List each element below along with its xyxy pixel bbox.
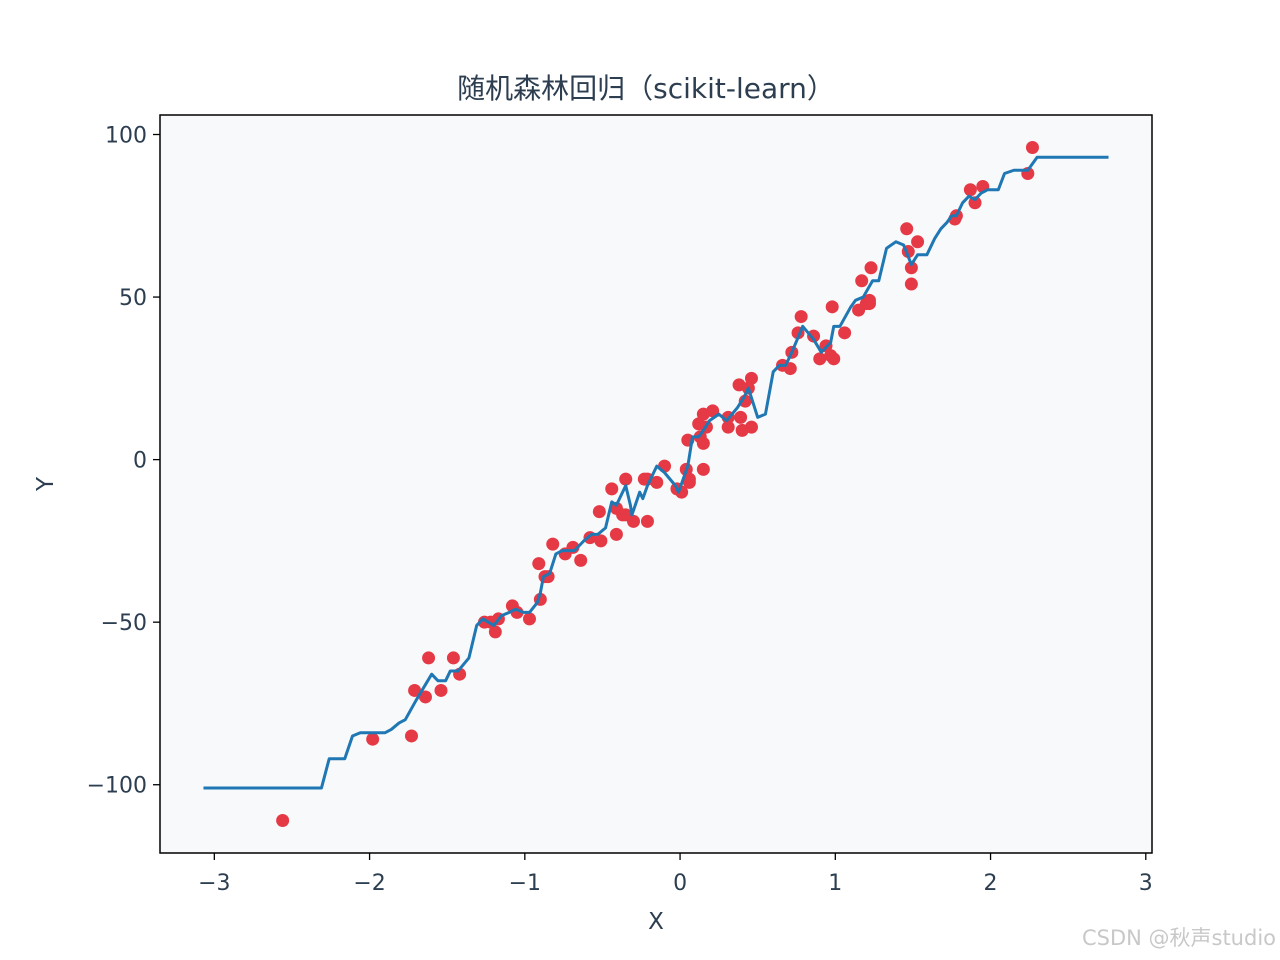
scatter-point — [744, 371, 758, 385]
scatter-point — [911, 235, 925, 249]
scatter-point — [422, 651, 436, 665]
scatter-point — [541, 570, 555, 584]
scatter-point — [594, 534, 608, 548]
scatter-point — [619, 472, 633, 486]
scatter-point — [794, 310, 808, 324]
scatter-point — [592, 505, 606, 519]
x-ticks: −3 −2 −1 0 1 2 3 — [198, 853, 1153, 896]
prediction-line — [203, 155, 1109, 790]
y-tick-label: 0 — [133, 449, 147, 474]
scatter-point — [532, 557, 546, 571]
scatter-point — [418, 690, 432, 704]
plot-frame — [159, 114, 1153, 854]
scatter-point — [366, 732, 380, 746]
scatter-point — [1025, 141, 1039, 155]
x-tick-label: −3 — [198, 871, 230, 896]
x-tick-label: 3 — [1139, 871, 1153, 896]
y-tick-label: −100 — [87, 774, 147, 799]
scatter-point — [813, 352, 827, 366]
scatter-point — [968, 196, 982, 210]
y-ticks: −100 −50 0 50 100 — [87, 124, 160, 799]
watermark: CSDN @秋声studio — [1081, 926, 1276, 950]
x-tick-label: 1 — [828, 871, 842, 896]
scatter-point — [904, 261, 918, 275]
scatter-point — [734, 410, 748, 424]
scatter-point — [609, 527, 623, 541]
scatter-point — [825, 300, 839, 314]
scatter-point — [522, 612, 536, 626]
scatter-point — [682, 472, 696, 486]
scatter-point — [838, 326, 852, 340]
scatter-point — [546, 537, 560, 551]
x-tick-label: −1 — [509, 871, 541, 896]
scatter-point — [276, 813, 290, 827]
scatter-point — [900, 222, 914, 236]
scatter-point — [488, 625, 502, 639]
scatter-point — [408, 683, 422, 697]
scatter-point — [807, 329, 821, 343]
scatter-point — [721, 420, 735, 434]
scatter-point — [574, 553, 588, 567]
scatter-point — [434, 683, 448, 697]
scatter-point — [864, 261, 878, 275]
scatter-point — [696, 436, 710, 450]
scatter-point — [904, 277, 918, 291]
scatter-point — [640, 514, 654, 528]
scatter-point — [862, 293, 876, 307]
y-tick-label: 50 — [119, 286, 147, 311]
y-tick-label: −50 — [101, 611, 147, 636]
scatter-point — [605, 482, 619, 496]
y-tick-label: 100 — [105, 124, 147, 149]
y-axis-label: Y — [33, 476, 59, 492]
scatter-point — [626, 514, 640, 528]
scatter-point — [696, 462, 710, 476]
x-tick-label: 2 — [984, 871, 998, 896]
x-tick-label: 0 — [673, 871, 687, 896]
scatter-point — [827, 352, 841, 366]
scatter-point — [706, 404, 720, 418]
scatter-point — [446, 651, 460, 665]
marks — [203, 141, 1109, 827]
scatter-point — [855, 274, 869, 288]
scatter-point — [650, 475, 664, 489]
scatter-point — [744, 420, 758, 434]
scatter-point — [404, 729, 418, 743]
x-axis-label: X — [648, 909, 664, 935]
chart-title: 随机森林回归（scikit-learn） — [457, 72, 835, 105]
scatter-point — [963, 183, 977, 197]
x-tick-label: −2 — [353, 871, 385, 896]
